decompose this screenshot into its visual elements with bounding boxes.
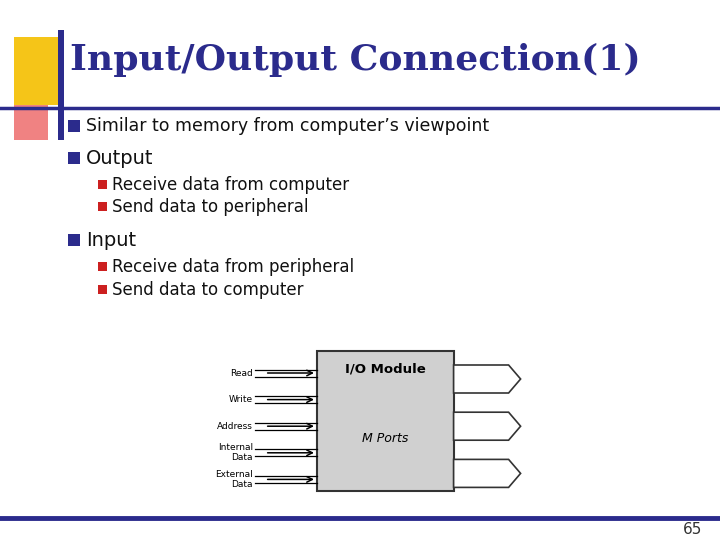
Bar xyxy=(68,152,80,164)
Text: Similar to memory from computer’s viewpoint: Similar to memory from computer’s viewpo… xyxy=(86,117,489,135)
Bar xyxy=(98,285,107,294)
Text: Receive data from peripheral: Receive data from peripheral xyxy=(112,258,354,276)
Bar xyxy=(98,180,107,189)
Text: Receive data from computer: Receive data from computer xyxy=(112,176,349,194)
Text: Interrupt
Signals: Interrupt Signals xyxy=(467,464,507,483)
Text: Send data to peripheral: Send data to peripheral xyxy=(112,198,308,216)
Bar xyxy=(14,37,59,105)
Text: M Ports: M Ports xyxy=(362,431,408,444)
Polygon shape xyxy=(454,412,521,440)
Bar xyxy=(98,202,107,211)
Text: Write: Write xyxy=(229,395,253,404)
Bar xyxy=(68,120,80,132)
Text: Output: Output xyxy=(86,148,153,167)
Bar xyxy=(68,234,80,246)
Text: Input/Output Connection(1): Input/Output Connection(1) xyxy=(70,43,641,77)
Text: I/O Module: I/O Module xyxy=(345,362,426,375)
Text: Internal
Data: Internal Data xyxy=(217,443,253,462)
Text: Internal
Data: Internal Data xyxy=(472,369,507,389)
Bar xyxy=(58,30,64,140)
Text: External
Data: External Data xyxy=(215,470,253,489)
Polygon shape xyxy=(454,460,521,488)
Bar xyxy=(14,92,48,140)
Text: External
Data: External Data xyxy=(469,416,507,436)
Text: Address: Address xyxy=(217,422,253,431)
Text: Read: Read xyxy=(230,368,253,377)
Polygon shape xyxy=(454,365,521,393)
Text: Input: Input xyxy=(86,231,136,249)
Text: 65: 65 xyxy=(683,522,702,537)
Text: Send data to computer: Send data to computer xyxy=(112,281,304,299)
Bar xyxy=(98,262,107,271)
Bar xyxy=(317,351,454,491)
